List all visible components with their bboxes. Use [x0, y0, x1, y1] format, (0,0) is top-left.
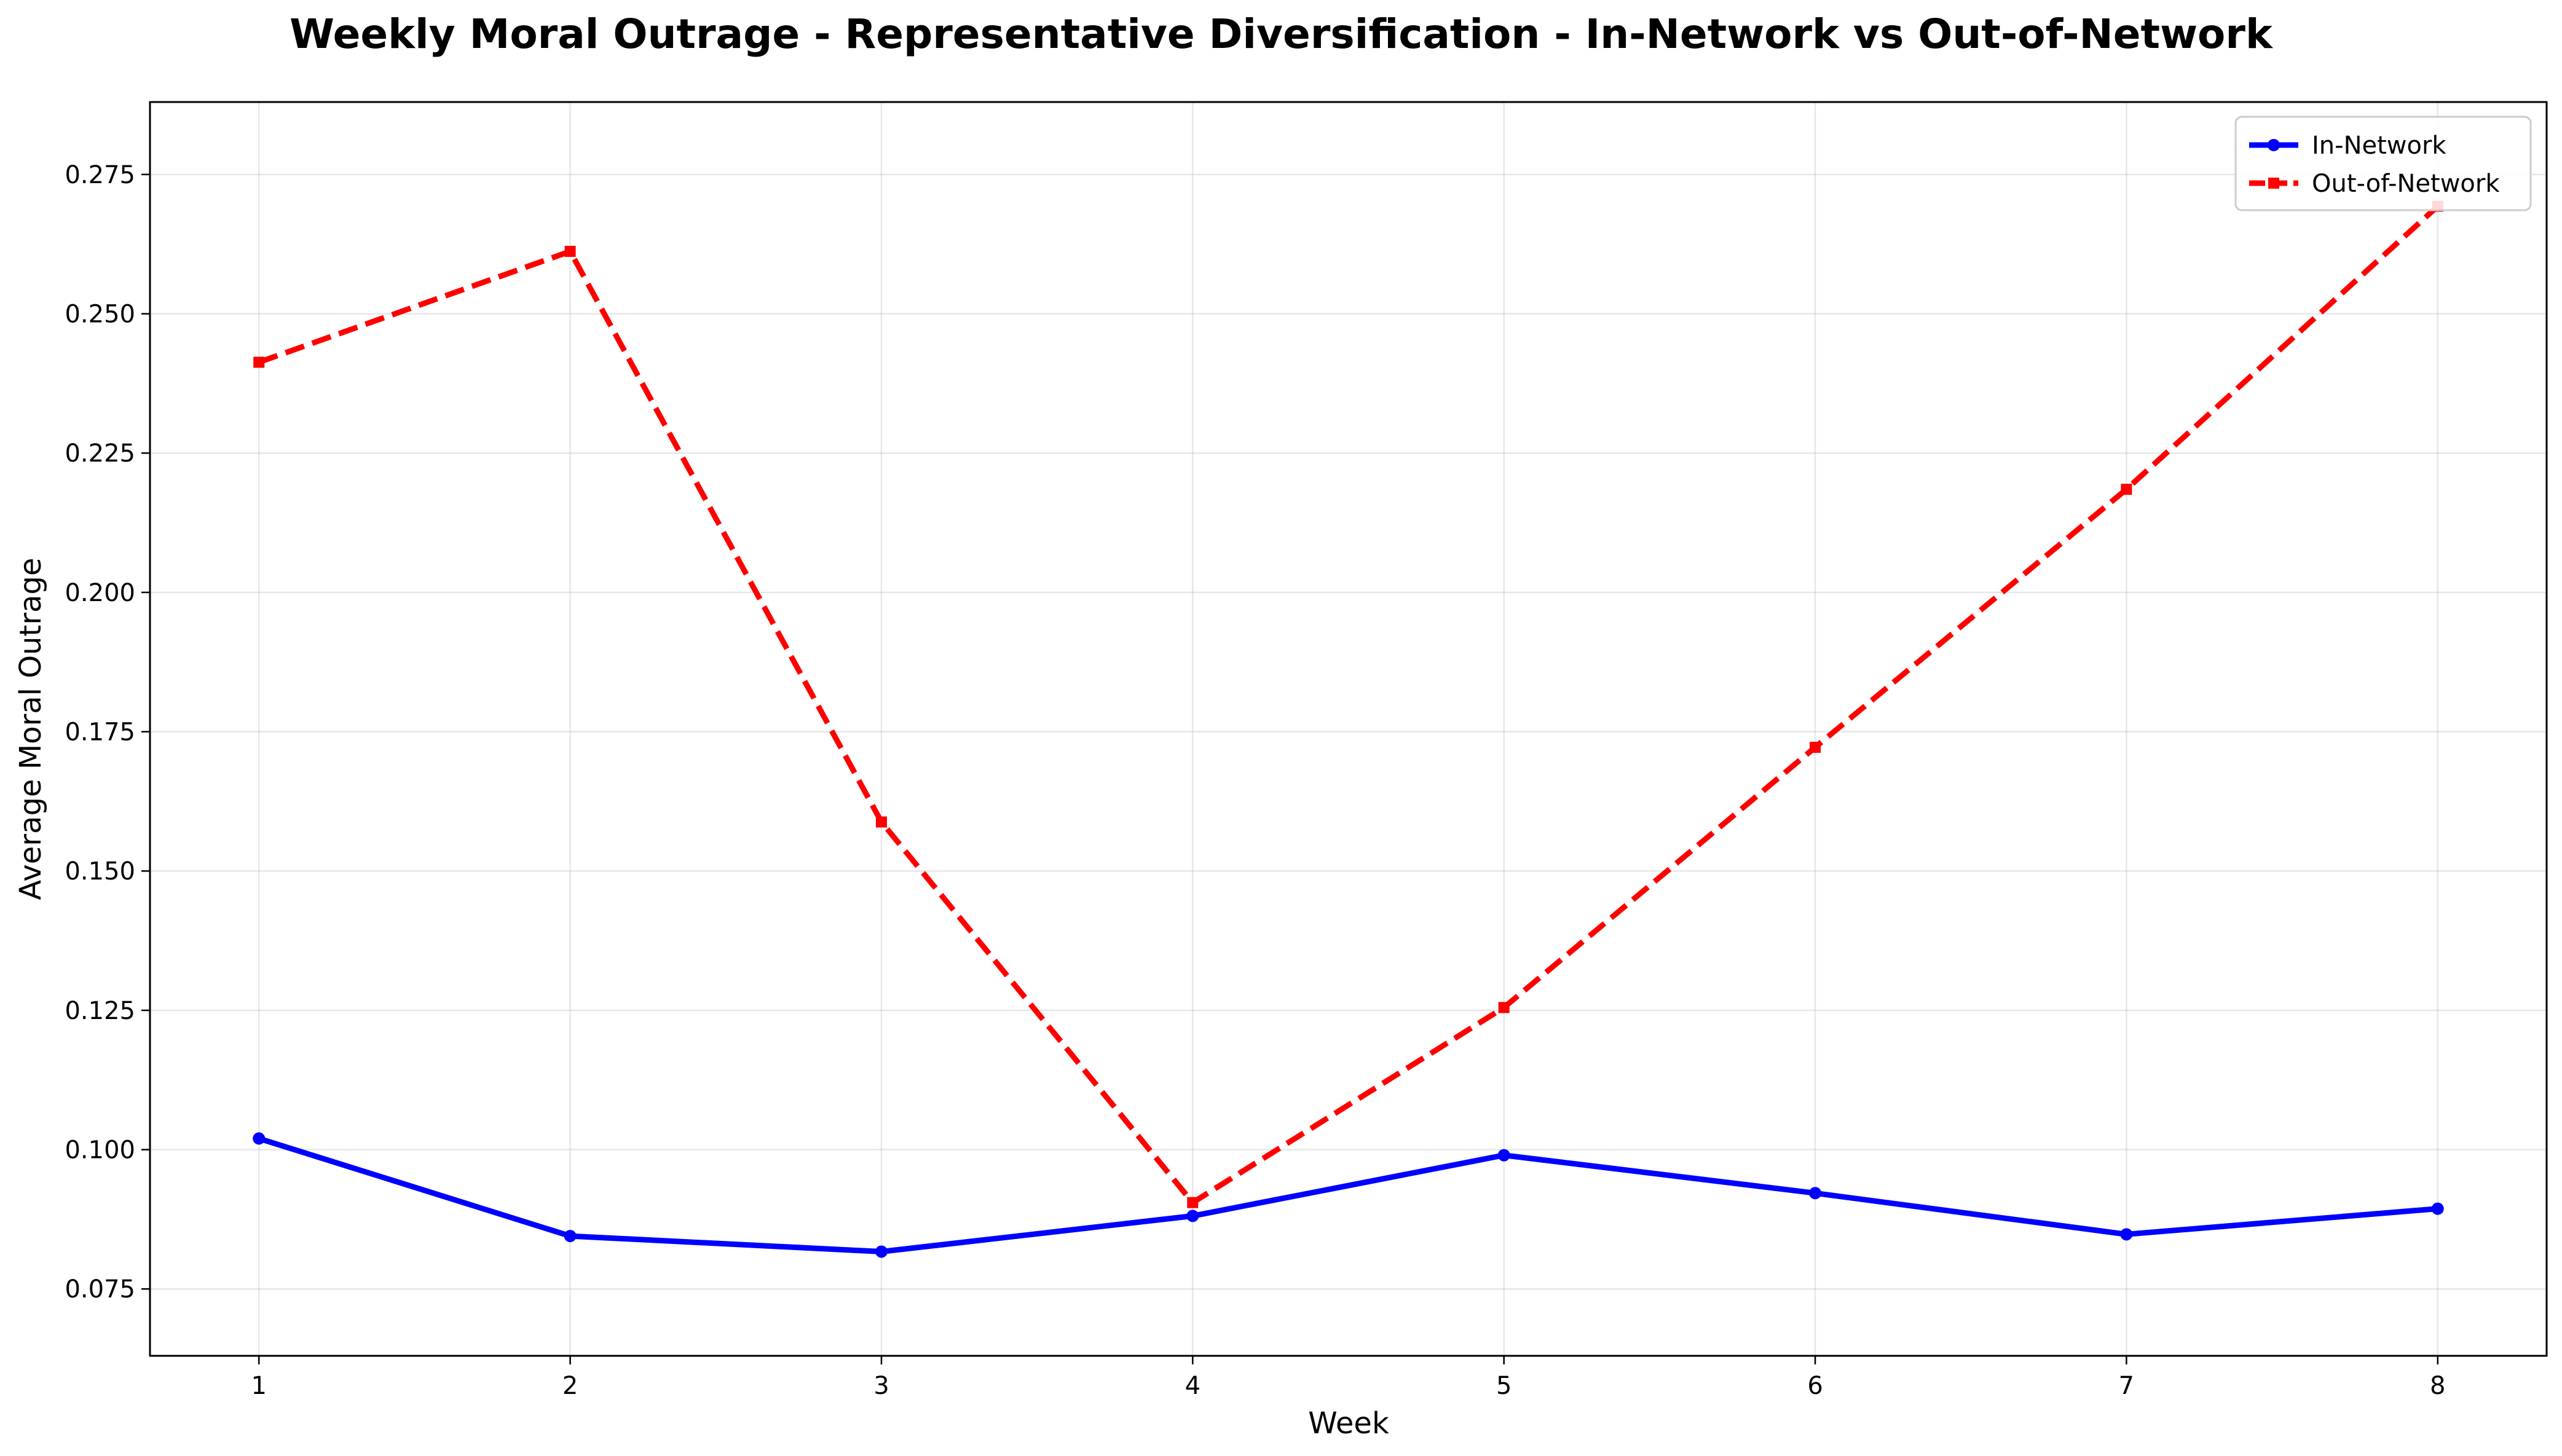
x-tick-label: 7 [2119, 1372, 2134, 1400]
y-tick-label: 0.075 [65, 1275, 135, 1304]
legend: In-Network Out-of-Network [2234, 116, 2532, 211]
legend-label: In-Network [2312, 132, 2446, 160]
y-tick-label: 0.150 [65, 857, 135, 886]
legend-box [2234, 116, 2532, 211]
data-point [2431, 1202, 2444, 1215]
y-axis-label: Average Moral Outrage [14, 557, 48, 900]
data-point [253, 1132, 266, 1145]
x-tick-label: 8 [2430, 1372, 2445, 1400]
x-tick-label: 2 [562, 1372, 578, 1400]
x-axis-ticks: 1 2 3 4 5 6 7 8 [251, 1356, 2445, 1400]
series-in-network [253, 1132, 2444, 1258]
data-point [875, 816, 887, 828]
y-axis-ticks: 0.075 0.100 0.125 0.150 0.175 0.200 0.225 0.250… [65, 161, 150, 1304]
y-tick-label: 0.275 [65, 161, 135, 189]
series-line-in-network [256, 1135, 2441, 1254]
series-line-out-of-network [258, 204, 2440, 1206]
x-tick-label: 5 [1496, 1372, 1512, 1400]
series-layer [253, 200, 2444, 1258]
y-tick-label: 0.100 [65, 1136, 135, 1165]
data-point [564, 245, 576, 257]
y-tick-label: 0.200 [65, 579, 135, 607]
legend-swatch-marker [2268, 178, 2279, 189]
x-tick-label: 1 [251, 1372, 267, 1400]
data-point [875, 1245, 888, 1258]
data-point [2120, 1228, 2133, 1241]
legend-item-out-of-network: Out-of-Network [2249, 170, 2500, 198]
legend-item-in-network: In-Network [2249, 132, 2446, 160]
data-point [1497, 1149, 1510, 1162]
x-axis-label: Week [1308, 1406, 1389, 1441]
plot-area-frame [149, 101, 2548, 1357]
x-tick-label: 4 [1185, 1372, 1200, 1400]
chart-title: Weekly Moral Outrage - Representative Di… [290, 10, 2274, 58]
x-tick-label: 6 [1807, 1372, 1823, 1400]
data-point [1498, 1002, 1510, 1013]
data-point [1187, 1197, 1199, 1208]
legend-label: Out-of-Network [2312, 170, 2500, 198]
data-point [2121, 484, 2132, 495]
data-point [253, 356, 265, 368]
y-tick-label: 0.125 [65, 997, 135, 1025]
data-point [564, 1230, 577, 1243]
data-point [1810, 741, 1821, 753]
grid-lines [150, 102, 2547, 1356]
data-point [1809, 1187, 1822, 1200]
y-tick-label: 0.175 [65, 718, 135, 747]
x-tick-label: 3 [873, 1372, 889, 1400]
legend-swatch-marker [2268, 139, 2280, 151]
data-point [1186, 1210, 1199, 1222]
y-tick-label: 0.250 [65, 301, 135, 329]
y-tick-label: 0.225 [65, 439, 135, 468]
